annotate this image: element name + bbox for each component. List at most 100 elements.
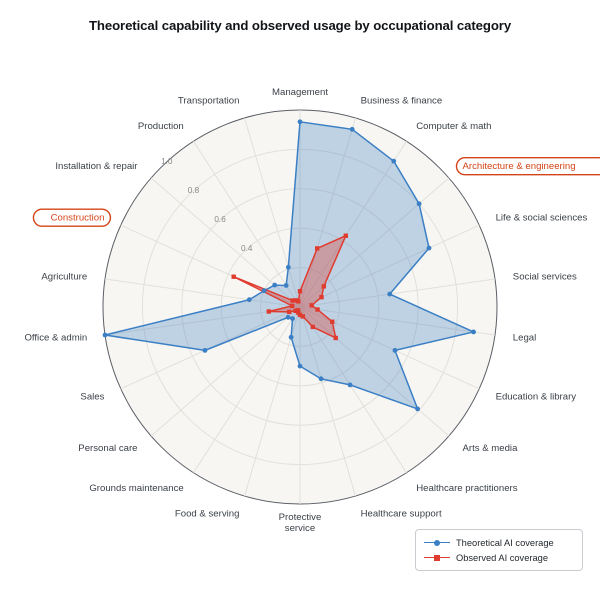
category-label[interactable]: Legal xyxy=(513,332,536,343)
category-label-group: Protective service xyxy=(279,512,322,534)
category-label-group: Social services xyxy=(513,271,577,282)
category-label-group: Production xyxy=(138,121,184,132)
radar-data-point xyxy=(426,245,432,251)
radar-data-point xyxy=(290,303,295,309)
category-label[interactable]: Management xyxy=(272,87,328,98)
radar-data-point xyxy=(283,283,289,288)
radar-data-point xyxy=(310,324,315,330)
radar-data-point xyxy=(285,264,291,270)
category-label[interactable]: Personal care xyxy=(78,442,137,453)
category-label[interactable]: Arts & media xyxy=(462,442,518,453)
category-label-group: Transportation xyxy=(178,95,240,106)
radar-spoke xyxy=(150,306,301,437)
category-label-group: Management xyxy=(272,87,328,98)
category-label[interactable]: Transportation xyxy=(178,95,240,106)
radial-tick-label: 0.8 xyxy=(188,186,200,195)
radar-data-point xyxy=(296,310,301,315)
legend-marker-circle-icon xyxy=(424,537,450,549)
page-title: Theoretical capability and observed usag… xyxy=(88,18,512,33)
category-label-group: Sales xyxy=(80,391,104,402)
radar-data-point xyxy=(102,332,108,338)
radar-data-point xyxy=(293,298,298,303)
radar-data-point xyxy=(318,376,324,382)
category-label[interactable]: Protective service xyxy=(279,512,322,534)
category-label-group: Computer & math xyxy=(416,121,491,132)
radar-data-point xyxy=(315,307,320,312)
category-label-group: Healthcare practitioners xyxy=(416,482,518,493)
radar-data-point xyxy=(295,308,301,313)
category-label[interactable]: Healthcare practitioners xyxy=(416,482,518,493)
radar-data-point xyxy=(333,335,338,341)
radial-tick-label: 0.4 xyxy=(241,244,253,253)
category-label-group: Architecture & engineering xyxy=(462,161,575,172)
category-label[interactable]: Social services xyxy=(513,271,577,282)
radar-data-point xyxy=(416,201,422,207)
radar-data-point xyxy=(315,246,320,251)
category-label-group: Personal care xyxy=(78,442,137,453)
category-label[interactable]: Installation & repair xyxy=(55,161,138,172)
radar-spoke xyxy=(299,306,356,497)
category-label[interactable]: Construction xyxy=(51,212,105,223)
radar-data-point xyxy=(266,309,272,314)
category-label-group: Agriculture xyxy=(41,271,87,282)
radar-data-point xyxy=(288,334,294,340)
radar-data-point xyxy=(287,309,292,315)
legend-marker-square-icon xyxy=(424,552,450,564)
legend-item-observed[interactable]: Observed AI coverage xyxy=(424,550,574,565)
radar-data-point xyxy=(309,303,314,308)
radar-spoke xyxy=(299,224,480,308)
radar-spoke xyxy=(244,117,301,308)
category-label-group: Grounds maintenance xyxy=(89,482,183,493)
radar-data-point xyxy=(290,298,295,303)
radar-data-point xyxy=(300,314,305,319)
category-label[interactable]: Healthcare support xyxy=(361,508,442,519)
category-label[interactable]: Food & serving xyxy=(175,508,240,519)
radar-data-point xyxy=(296,299,301,304)
category-label[interactable]: Sales xyxy=(80,391,104,402)
radar-data-point xyxy=(290,316,295,322)
radar-data-point xyxy=(387,291,393,297)
category-label[interactable]: Business & finance xyxy=(361,95,443,106)
radar-data-point xyxy=(343,233,348,238)
category-label[interactable]: Production xyxy=(138,121,184,132)
radar-data-point xyxy=(293,308,298,314)
chart-legend: Theoretical AI coverage Observed AI cove… xyxy=(415,529,583,571)
category-label[interactable]: Computer & math xyxy=(416,121,491,132)
legend-label-theoretical: Theoretical AI coverage xyxy=(456,537,554,548)
category-label[interactable]: Life & social sciences xyxy=(496,212,588,223)
radar-data-point xyxy=(392,347,398,353)
radar-spoke xyxy=(299,117,356,308)
radar-spoke xyxy=(299,306,496,336)
radar-data-point xyxy=(415,406,421,412)
radar-data-point xyxy=(297,119,303,125)
category-label-group: Food & serving xyxy=(175,508,240,519)
category-label-group: Life & social sciences xyxy=(496,212,588,223)
radar-data-point xyxy=(297,363,303,369)
category-highlight-pill xyxy=(32,208,112,227)
legend-item-theoretical[interactable]: Theoretical AI coverage xyxy=(424,535,574,550)
radar-data-point xyxy=(471,329,476,335)
category-label-group: Office & admin xyxy=(24,332,87,343)
category-label[interactable]: Education & library xyxy=(496,391,577,402)
radar-spoke xyxy=(104,278,301,308)
radar-data-point xyxy=(319,294,324,300)
radar-data-point xyxy=(202,347,208,353)
category-label[interactable]: Architecture & engineering xyxy=(462,161,575,172)
radar-spoke xyxy=(299,141,407,308)
radar-data-point xyxy=(246,297,252,303)
radar-data-point xyxy=(330,319,335,324)
category-label[interactable]: Grounds maintenance xyxy=(89,482,183,493)
radar-data-point xyxy=(297,289,303,294)
category-label-group: Construction xyxy=(51,212,105,223)
category-label-group: Legal xyxy=(513,332,536,343)
radar-spoke xyxy=(193,141,301,308)
radar-spoke xyxy=(299,306,450,437)
category-label-group: Installation & repair xyxy=(55,161,138,172)
category-label-group: Healthcare support xyxy=(361,508,442,519)
category-label[interactable]: Office & admin xyxy=(24,332,87,343)
category-label[interactable]: Agriculture xyxy=(41,271,87,282)
radar-spoke xyxy=(299,306,407,473)
radar-data-point xyxy=(261,288,267,294)
radar-spoke xyxy=(193,306,301,473)
